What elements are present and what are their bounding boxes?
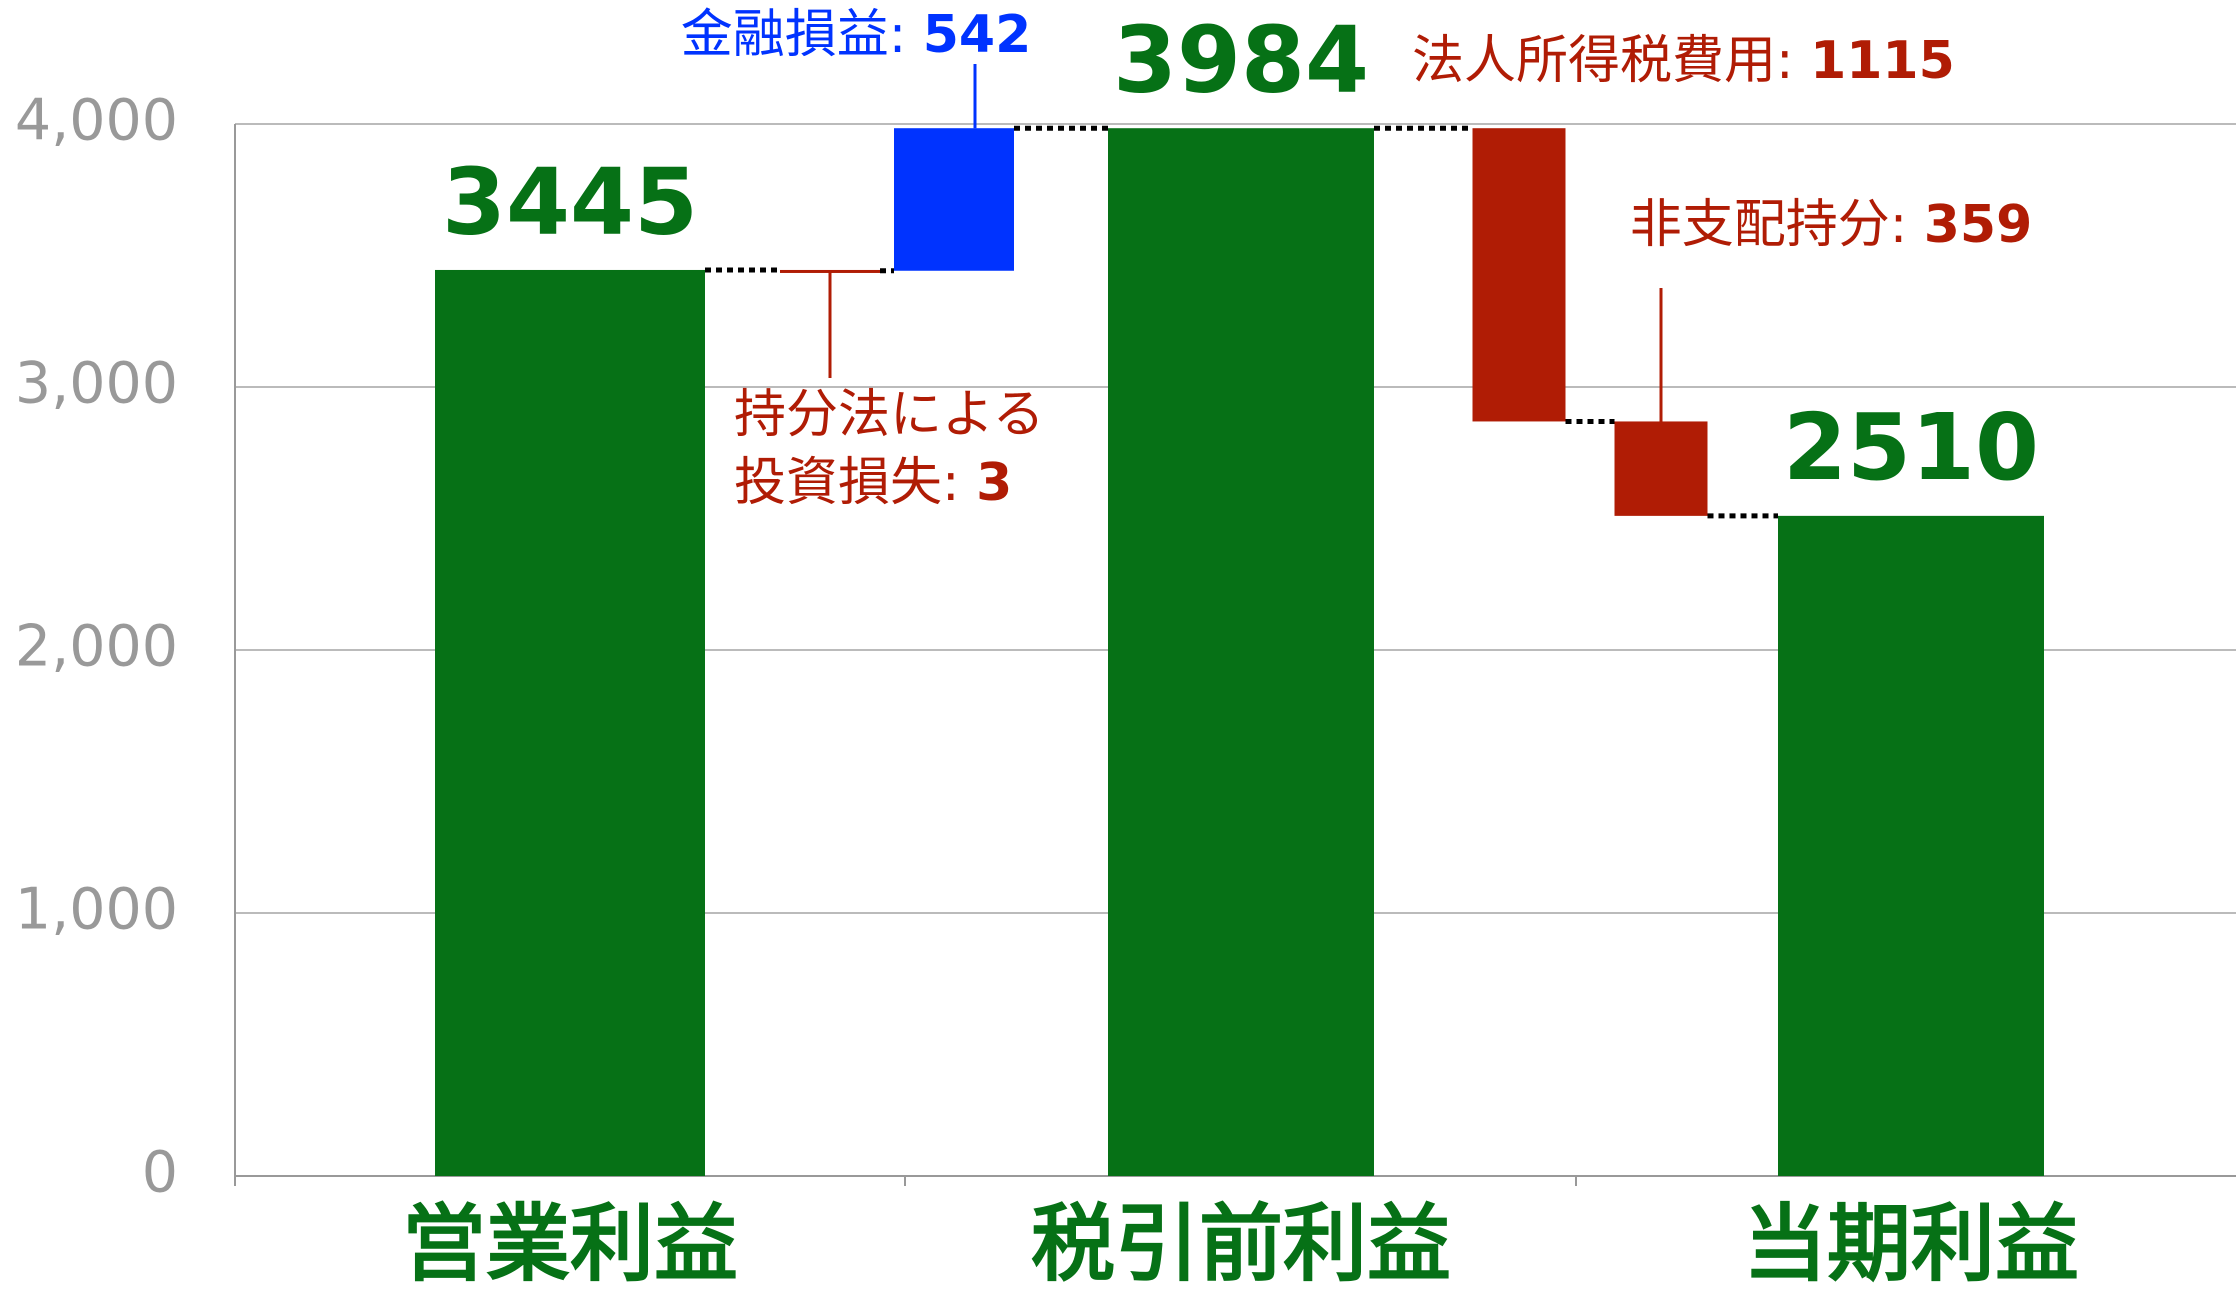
x-tick-label: 当期利益: [1743, 1195, 2079, 1293]
annotation-name: 法人所得税費用:: [1412, 31, 1810, 91]
annotation: 金融損益: 542: [681, 5, 1032, 65]
annotation-name: 非支配持分:: [1630, 195, 1924, 255]
bar: [435, 269, 705, 1177]
bar: [1472, 128, 1566, 422]
bar: [1778, 515, 2044, 1176]
y-tick-label: 3,000: [15, 351, 178, 417]
y-tick-label: 2,000: [15, 614, 178, 680]
x-tick-label: 営業利益: [402, 1195, 738, 1293]
bar: [894, 128, 1014, 271]
value-label: 3984: [1113, 7, 1369, 114]
annotation-name: 金融損益:: [681, 5, 923, 65]
y-tick-label: 4,000: [15, 88, 178, 154]
bar: [1108, 128, 1374, 1176]
annotation-value: 359: [1924, 195, 2033, 255]
annotation-value: 3: [976, 453, 1012, 513]
annotation: 持分法による投資損失: 3: [734, 385, 1044, 513]
value-label: 3445: [442, 148, 698, 255]
y-tick-label: 1,000: [15, 877, 178, 943]
x-tick-label: 税引前利益: [1031, 1195, 1451, 1293]
annotation-name: 持分法による: [734, 385, 1044, 445]
value-label: 2510: [1783, 394, 2039, 501]
annotation-value: 542: [923, 5, 1032, 65]
y-tick-label: 0: [142, 1140, 178, 1206]
annotation: 非支配持分: 359: [1630, 195, 2033, 255]
bar: [1614, 421, 1708, 516]
annotation-value: 1115: [1810, 31, 1955, 91]
annotation: 法人所得税費用: 1115: [1412, 31, 1955, 91]
annotation-name: 投資損失:: [734, 453, 976, 513]
